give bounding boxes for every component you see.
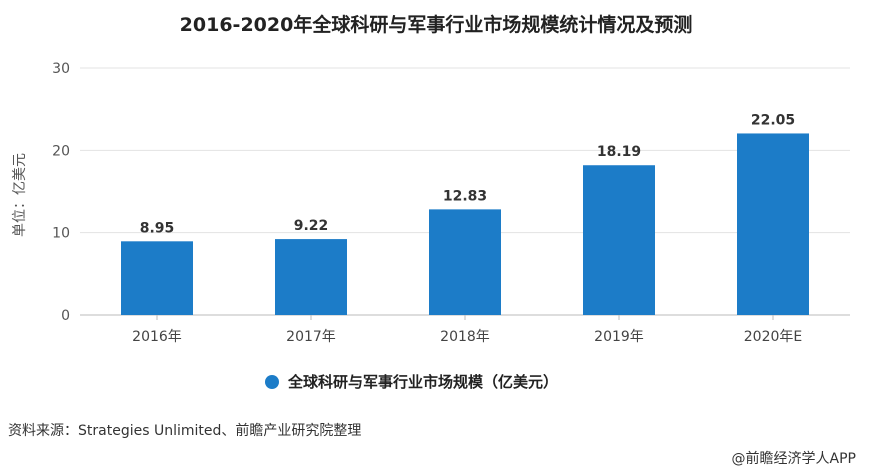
x-tick-label: 2018年 (440, 329, 490, 345)
y-axis-label: 单位：亿美元 (12, 153, 28, 237)
legend-marker (265, 375, 279, 389)
data-label: 8.95 (140, 220, 175, 236)
bar-chart: 0 10 20 30 单位：亿美元 8.95 9.22 12.83 18.19 22.05 2… (12, 61, 850, 391)
data-label: 9.22 (294, 218, 329, 234)
data-label: 12.83 (443, 188, 487, 204)
bar (583, 165, 655, 315)
chart-title: 2016-2020年全球科研与军事行业市场规模统计情况及预测 (179, 14, 693, 36)
data-labels: 8.95 9.22 12.83 18.19 22.05 (140, 112, 795, 236)
legend: 全球科研与军事行业市场规模（亿美元） (265, 373, 558, 391)
data-label: 18.19 (597, 144, 641, 160)
bar (429, 209, 501, 315)
x-axis-ticks: 2016年 2017年 2018年 2019年 2020年E (132, 315, 802, 345)
data-label: 22.05 (751, 112, 795, 128)
bar (275, 239, 347, 315)
bar (121, 241, 193, 315)
y-tick-label: 10 (52, 226, 70, 242)
y-tick-label: 20 (52, 143, 70, 159)
x-tick-label: 2020年E (744, 329, 802, 345)
credit-note: @前瞻经济学人APP (731, 451, 856, 467)
y-tick-label: 0 (61, 308, 70, 324)
bar (737, 133, 809, 315)
x-tick-label: 2019年 (594, 329, 644, 345)
source-note: 资料来源：Strategies Unlimited、前瞻产业研究院整理 (8, 423, 362, 439)
y-tick-label: 30 (52, 61, 70, 77)
x-tick-label: 2016年 (132, 329, 182, 345)
legend-label: 全球科研与军事行业市场规模（亿美元） (287, 373, 558, 391)
y-axis-ticks: 0 10 20 30 (52, 61, 70, 324)
x-tick-label: 2017年 (286, 329, 336, 345)
bars (121, 133, 809, 315)
